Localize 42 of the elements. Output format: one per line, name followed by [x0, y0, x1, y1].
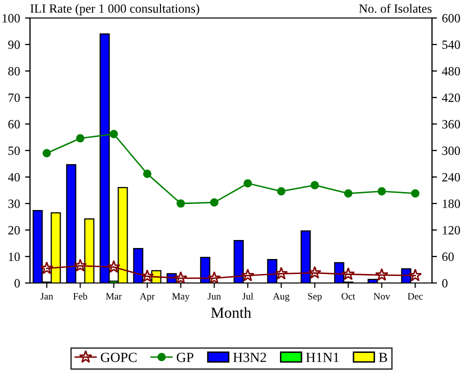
y2-tick-label: 420	[442, 94, 460, 102]
x-tick-label: Sep	[308, 293, 322, 302]
y-tick-label: 10	[8, 252, 20, 261]
y-tick-label: 60	[8, 120, 20, 128]
y2-tick-label: 300	[442, 146, 460, 155]
y2-axis-title: No. of Isolates	[359, 4, 432, 13]
y2-tick-label: 360	[442, 120, 460, 128]
y2-tick-label: 180	[442, 200, 460, 208]
y-tick-label: 0	[14, 279, 20, 288]
legend-label: GOPC	[100, 352, 137, 362]
x-tick-label: Jul	[242, 292, 254, 300]
y-tick-label: 70	[8, 94, 20, 102]
y2-tick-label: 120	[442, 226, 460, 234]
x-tick-label: Aug	[272, 293, 290, 302]
legend-label: H3N2	[233, 352, 266, 362]
y2-tick-label: 0	[442, 279, 448, 288]
x-tick-label: Apr	[140, 293, 155, 302]
x-axis-title: Month	[211, 307, 252, 318]
x-tick-label: Jan	[40, 293, 54, 300]
y-tick-label: 50	[8, 146, 20, 155]
y-tick-label: 30	[8, 200, 20, 208]
x-tick-label: Feb	[73, 292, 88, 300]
y-tick-label: 20	[8, 226, 20, 234]
y-tick-label: 40	[8, 173, 20, 182]
x-tick-label: Nov	[374, 293, 390, 300]
x-tick-label: Jun	[208, 293, 221, 300]
y-axis-title: ILI Rate (per 1 000 consultations)	[30, 4, 200, 16]
x-tick-label: Oct	[342, 293, 356, 300]
x-tick-label: Mar	[106, 293, 122, 300]
legend-label: B	[378, 352, 388, 362]
legend-label: H1N1	[306, 352, 339, 362]
y-tick-label: 90	[8, 40, 20, 49]
y2-tick-label: 480	[442, 67, 460, 76]
y-tick-label: 80	[8, 67, 20, 76]
x-tick-label: May	[172, 293, 190, 302]
y2-tick-label: 60	[442, 252, 454, 261]
x-tick-label: Dec	[408, 293, 423, 300]
y2-tick-label: 540	[442, 40, 460, 49]
y2-tick-label: 240	[442, 173, 460, 182]
y2-tick-label: 600	[442, 14, 460, 22]
legend-label: GP	[176, 352, 194, 362]
y-tick-label: 100	[2, 14, 20, 22]
